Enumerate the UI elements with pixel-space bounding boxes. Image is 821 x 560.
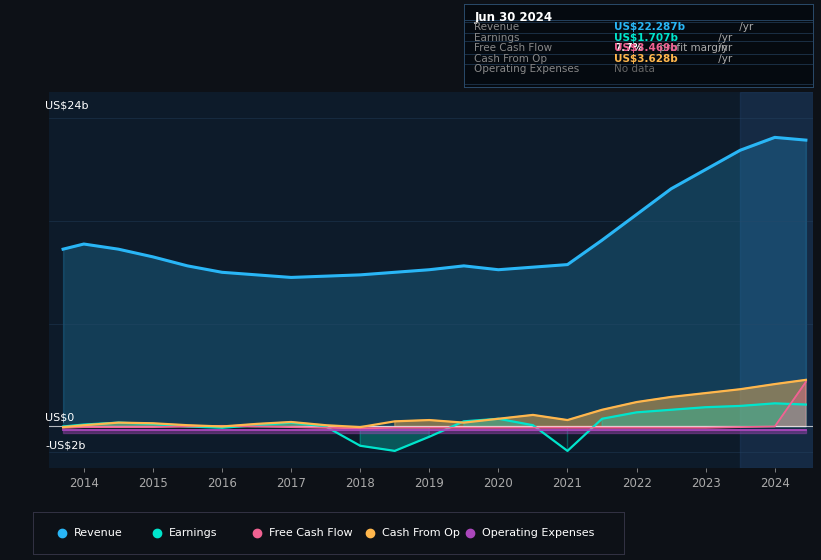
Text: Revenue: Revenue — [74, 529, 123, 538]
Text: US$24b: US$24b — [45, 101, 89, 110]
Text: US$3.628b: US$3.628b — [614, 54, 677, 64]
Bar — [741, 92, 813, 468]
Text: Earnings: Earnings — [169, 529, 218, 538]
Text: Free Cash Flow: Free Cash Flow — [269, 529, 353, 538]
Text: Earnings: Earnings — [475, 33, 520, 43]
Text: Jun 30 2024: Jun 30 2024 — [475, 11, 553, 24]
Text: Free Cash Flow: Free Cash Flow — [475, 43, 553, 53]
Text: /yr: /yr — [715, 33, 732, 43]
Text: US$1.707b: US$1.707b — [614, 33, 678, 43]
Text: US$22.287b: US$22.287b — [614, 22, 685, 32]
Text: No data: No data — [614, 64, 655, 74]
Text: /yr: /yr — [715, 54, 732, 64]
Text: Operating Expenses: Operating Expenses — [482, 529, 594, 538]
Text: Revenue: Revenue — [475, 22, 520, 32]
Text: /yr: /yr — [736, 22, 754, 32]
Text: profit margin: profit margin — [656, 43, 727, 53]
Text: US$0: US$0 — [45, 413, 75, 423]
Text: Operating Expenses: Operating Expenses — [475, 64, 580, 74]
Text: /yr: /yr — [715, 43, 732, 53]
Text: 7.7%: 7.7% — [614, 43, 643, 53]
Text: Cash From Op: Cash From Op — [475, 54, 548, 64]
Text: Cash From Op: Cash From Op — [382, 529, 460, 538]
Text: -US$2b: -US$2b — [45, 440, 86, 450]
Text: US$3.469b: US$3.469b — [614, 43, 677, 53]
